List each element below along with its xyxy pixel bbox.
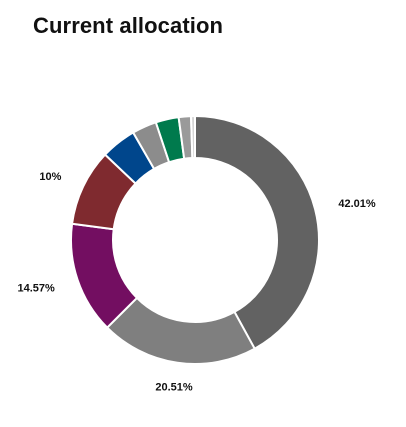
donut-slice[interactable] — [189, 114, 196, 160]
donut-slices — [70, 114, 320, 365]
slice-value-label: 42.01% — [338, 198, 376, 210]
slice-value-label: 10% — [39, 171, 61, 183]
donut-slice[interactable] — [105, 296, 257, 365]
donut-data-labels: 42.01% 20.51% 14.57% 10% — [18, 171, 376, 393]
page-title: Current allocation — [33, 13, 224, 38]
slice-value-label: 14.57% — [18, 282, 56, 294]
donut-slice[interactable] — [194, 114, 320, 351]
slice-value-label: 20.51% — [155, 382, 193, 394]
